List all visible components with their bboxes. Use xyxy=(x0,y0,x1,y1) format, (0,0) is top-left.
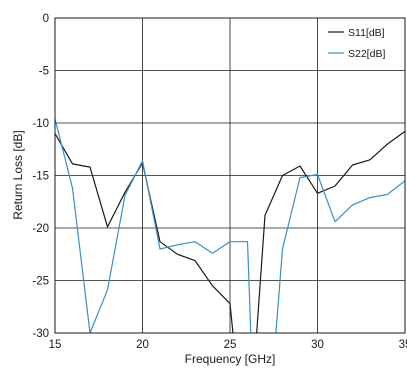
y-tick-label: -10 xyxy=(32,118,49,130)
x-tick-label: 15 xyxy=(49,339,62,351)
y-tick-label: 0 xyxy=(43,13,49,25)
y-tick-label: -5 xyxy=(39,66,49,78)
y-axis-label: Return Loss [dB] xyxy=(11,130,25,219)
y-tick-label: -25 xyxy=(32,276,49,288)
series-line-s22 xyxy=(55,118,405,333)
x-tick-label: 25 xyxy=(224,339,237,351)
y-tick-label: -30 xyxy=(32,328,49,340)
legend-label-s22: S22[dB] xyxy=(348,48,385,60)
grid-lines xyxy=(54,17,406,334)
series-layer xyxy=(55,118,405,333)
x-axis-label: Frequency [GHz] xyxy=(185,352,276,366)
legend-label-s11: S11[dB] xyxy=(348,27,385,39)
x-tick-label: 20 xyxy=(136,339,149,351)
x-tick-label: 30 xyxy=(311,339,324,351)
series-line-s11 xyxy=(55,130,405,333)
plot-frame xyxy=(54,17,406,334)
y-tick-label: -20 xyxy=(32,223,49,235)
x-tick-label: 35 xyxy=(399,339,407,351)
y-tick-label: -15 xyxy=(32,171,49,183)
legend: S11[dB] S22[dB] xyxy=(328,27,385,60)
series-group xyxy=(55,118,405,333)
tick-labels: 15 20 25 30 35 0 -5 -10 -15 -20 -25 -30 xyxy=(32,13,407,351)
